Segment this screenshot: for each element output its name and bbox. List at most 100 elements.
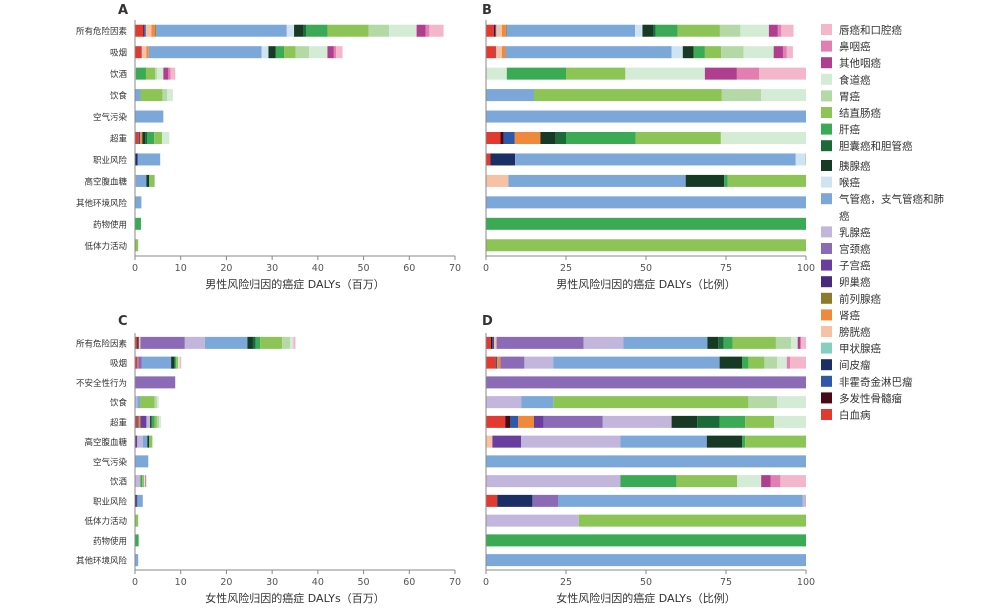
bar-segment-breast — [486, 396, 522, 409]
x-tick-label: 75 — [720, 577, 732, 588]
bar-segment-pancreas — [671, 415, 698, 428]
bar-segment-larynx — [635, 24, 643, 37]
bar-segment-lung — [486, 554, 806, 567]
legend-swatch-liver — [821, 123, 832, 135]
bar-segment-bladder — [494, 336, 497, 349]
x-tick-label: 60 — [403, 577, 415, 588]
bar-segment-bladder — [486, 174, 509, 187]
x-tick-label: 30 — [266, 263, 278, 274]
legend-label-larynx: 喉癌 — [839, 176, 860, 189]
legend-swatch-multiple_myeloma — [821, 392, 832, 404]
category-label: 其他环境风险 — [76, 556, 128, 567]
bar-segment-lung — [486, 110, 806, 123]
bar-segment-esophagus — [737, 475, 762, 488]
x-tick-label: 100 — [797, 577, 815, 588]
bar-segment-lung — [508, 174, 686, 187]
legend-label-ovarian: 卵巢癌 — [839, 276, 871, 289]
bar-segment-colorectal — [704, 46, 722, 59]
panel-c: C 所有危险因素吸烟不安全性行为饮食超重高空腹血糖空气污染饮酒职业风险低体力活动药… — [76, 314, 461, 605]
bar-segment-lung — [505, 46, 672, 59]
bar-segment-esophagus — [774, 415, 806, 428]
bar-segment-liver — [275, 46, 285, 59]
bar-segment-multiple_myeloma — [143, 24, 145, 37]
bar-segment-pancreas — [642, 24, 654, 37]
bar-segment-pancreas — [719, 356, 742, 369]
bar-segment-kidney — [138, 415, 141, 428]
bar-segment-liver — [566, 132, 636, 144]
bar-segment-breast — [137, 435, 143, 448]
bar-segment-stomach — [721, 46, 744, 59]
legend-label-lung: 气管癌，支气管癌和肺 — [839, 193, 944, 206]
category-label: 饮酒 — [110, 69, 128, 80]
bar-segment-esophagus — [156, 67, 164, 80]
bar-segment-cervical — [543, 415, 603, 428]
bar-segment-esophagus — [743, 46, 774, 59]
bar-segment-nasopharynx — [786, 356, 790, 369]
bar-segment-esophagus — [740, 24, 769, 37]
category-label: 所有危险因素 — [76, 338, 128, 349]
legend-swatch-leukemia — [821, 409, 832, 420]
bar-segment-lip_oral — [170, 67, 176, 80]
bar-segment-other_pharynx — [773, 46, 783, 59]
category-label: 低体力活动 — [84, 241, 127, 252]
bar-segment-esophagus — [777, 396, 806, 409]
x-tick-label: 20 — [220, 263, 232, 274]
panel-b: B 0 25 50 75 100 男性风险归因的癌症 DALYs（比例） — [482, 3, 815, 291]
bar-segment-multiple_myeloma — [500, 132, 504, 144]
bar-segment-nhl — [492, 336, 494, 349]
bar-segment-lung — [135, 89, 141, 102]
legend-label-uterine: 子宫癌 — [839, 259, 871, 272]
legend-label-lung-cont: 癌 — [839, 209, 850, 222]
legend-swatch-cervical — [821, 243, 832, 254]
bar-segment-colorectal — [748, 356, 765, 369]
bar-segment-kidney — [140, 132, 143, 144]
bar-segment-leukemia — [135, 356, 138, 369]
bar-segment-liver — [151, 415, 155, 428]
bar-segment-lung — [137, 153, 161, 166]
category-label: 饮食 — [110, 398, 128, 409]
legend-label-other_pharynx: 其他咽癌 — [839, 57, 881, 70]
bar-segment-pancreas — [682, 46, 694, 59]
legend-label-stomach: 胃癌 — [839, 90, 860, 103]
bar-segment-cervical — [140, 336, 185, 349]
bar-segment-kidney — [502, 46, 506, 59]
bar-segment-gallbladder — [303, 24, 306, 37]
bar-segment-bladder — [139, 336, 141, 349]
bar-segment-lip_oral — [293, 336, 296, 349]
bar-segment-colorectal — [284, 46, 296, 59]
category-label: 饮食 — [110, 91, 128, 102]
category-label: 所有危险因素 — [76, 26, 128, 37]
bar-segment-bladder — [496, 46, 502, 59]
bar-segment-stomach — [162, 89, 167, 102]
bar-segment-liver — [655, 24, 678, 37]
bar-segment-colorectal — [260, 336, 283, 349]
bar-segment-lung — [620, 435, 707, 448]
bar-segment-stomach — [156, 415, 160, 428]
bar-segment-liver — [742, 356, 749, 369]
bar-segment-breast — [184, 336, 205, 349]
bar-segment-breast — [146, 415, 151, 428]
bar-segment-lung — [558, 494, 803, 507]
category-label: 吸烟 — [110, 49, 127, 59]
bar-segment-liver — [719, 415, 746, 428]
bar-segment-colorectal — [154, 132, 162, 144]
category-label: 药物使用 — [93, 536, 127, 547]
bar-segment-esophagus — [761, 89, 806, 102]
bar-segment-esophagus — [161, 132, 170, 144]
bar-segment-breast — [802, 494, 806, 507]
bar-segment-pancreas — [706, 435, 742, 448]
bar-segment-lip_oral — [759, 67, 806, 80]
bar-segment-uterine — [135, 435, 138, 448]
bar-segment-esophagus — [486, 67, 507, 80]
bar-segment-breast — [486, 475, 621, 488]
bar-segment-breast — [135, 396, 138, 409]
bar-segment-stomach — [368, 24, 390, 37]
bar-segment-pancreas — [142, 132, 146, 144]
category-label: 高空腹血糖 — [84, 437, 127, 448]
bar-segment-gallbladder — [145, 132, 148, 144]
legend: 唇癌和口腔癌鼻咽癌其他咽癌食道癌胃癌结直肠癌肝癌胆囊癌和胆管癌胰腺癌喉癌气管癌，… — [821, 24, 944, 422]
bar-segment-pancreas — [171, 356, 175, 369]
x-axis-title: 女性风险归因的癌症 DALYs（比例） — [556, 591, 735, 605]
bar-segment-liver — [140, 475, 143, 488]
bar-segment-multiple_myeloma — [137, 336, 139, 349]
